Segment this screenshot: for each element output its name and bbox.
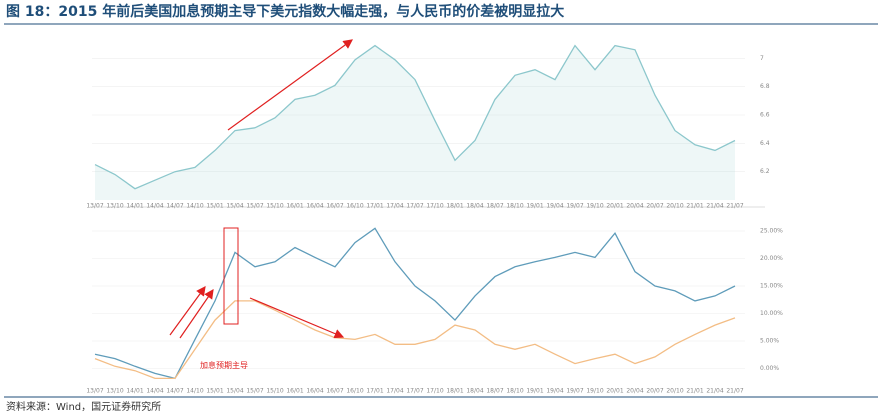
- x-tick-label: 19/07: [566, 203, 583, 210]
- x-tick-label: 16/01: [286, 203, 303, 210]
- area: [95, 45, 735, 200]
- x-tick-label: 15/07: [246, 388, 263, 395]
- x-tick-label: 18/10: [506, 388, 523, 395]
- y-tick-label: 25.00%: [760, 228, 783, 235]
- x-tick-label: 20/04: [626, 388, 643, 395]
- x-tick-label: 17/07: [406, 203, 423, 210]
- x-tick-label: 16/10: [346, 388, 363, 395]
- x-tick-label: 20/04: [626, 203, 643, 210]
- y-tick-label: 6.8: [760, 83, 770, 90]
- x-tick-label: 16/07: [326, 203, 343, 210]
- arrow: [249, 297, 345, 339]
- x-tick-label: 15/01: [206, 203, 223, 210]
- x-tick-label: 16/01: [286, 388, 303, 395]
- arrow: [227, 39, 353, 131]
- x-tick-label: 19/01: [526, 388, 543, 395]
- x-tick-label: 14/10: [186, 388, 203, 395]
- x-tick-label: 20/10: [666, 388, 683, 395]
- x-tick-label: 14/10: [186, 203, 203, 210]
- x-tick-label: 18/07: [486, 388, 503, 395]
- x-tick-label: 15/04: [226, 203, 243, 210]
- x-tick-label: 16/04: [306, 203, 323, 210]
- x-tick-label: 14/07: [166, 388, 183, 395]
- x-tick-label: 17/01: [366, 388, 383, 395]
- x-tick-label: 18/07: [486, 203, 503, 210]
- x-tick-label: 19/07: [566, 388, 583, 395]
- x-tick-label: 15/07: [246, 203, 263, 210]
- x-tick-label: 14/01: [126, 388, 143, 395]
- y-tick-label: 6.4: [760, 140, 770, 147]
- x-tick-label: 16/04: [306, 388, 323, 395]
- x-tick-label: 19/04: [546, 203, 563, 210]
- y-tick-label: 15.00%: [760, 283, 783, 290]
- x-tick-label: 14/07: [166, 203, 183, 210]
- x-tick-label: 20/01: [606, 388, 623, 395]
- y-tick-label: 6.6: [760, 112, 770, 119]
- x-tick-label: 17/07: [406, 388, 423, 395]
- x-tick-label: 17/10: [426, 203, 443, 210]
- x-tick-label: 21/07: [726, 388, 743, 395]
- x-tick-label: 15/01: [206, 388, 223, 395]
- x-tick-label: 20/07: [646, 388, 663, 395]
- x-tick-label: 21/04: [706, 388, 723, 395]
- line: [94, 300, 736, 380]
- x-tick-label: 16/07: [326, 388, 343, 395]
- y-tick-label: 20.00%: [760, 255, 783, 262]
- x-tick-label: 14/04: [146, 388, 163, 395]
- highlight-box: [223, 227, 239, 325]
- x-tick-label: 21/01: [686, 203, 703, 210]
- line: [94, 227, 736, 380]
- x-tick-label: 20/07: [646, 203, 663, 210]
- x-tick-label: 20/01: [606, 203, 623, 210]
- arrow: [179, 289, 214, 339]
- x-tick-label: 13/10: [106, 203, 123, 210]
- y-tick-label: 5.00%: [760, 338, 779, 345]
- x-tick-label: 15/04: [226, 388, 243, 395]
- x-tick-label: 13/10: [106, 388, 123, 395]
- x-tick-label: 21/04: [706, 203, 723, 210]
- x-tick-label: 21/01: [686, 388, 703, 395]
- line: [94, 44, 736, 190]
- y-tick-label: 7: [760, 55, 764, 62]
- y-tick-label: 6.2: [760, 168, 770, 175]
- x-tick-label: 20/10: [666, 203, 683, 210]
- x-tick-label: 13/07: [86, 203, 103, 210]
- x-tick-label: 18/01: [446, 388, 463, 395]
- x-tick-label: 18/10: [506, 203, 523, 210]
- arrow: [169, 286, 206, 336]
- x-tick-label: 18/01: [446, 203, 463, 210]
- x-tick-label: 17/04: [386, 388, 403, 395]
- y-tick-label: 0.00%: [760, 365, 779, 372]
- x-tick-label: 18/04: [466, 388, 483, 395]
- y-tick-label: 10.00%: [760, 310, 783, 317]
- x-tick-label: 21/07: [726, 203, 743, 210]
- x-tick-label: 15/10: [266, 203, 283, 210]
- x-tick-label: 17/01: [366, 203, 383, 210]
- x-tick-label: 16/10: [346, 203, 363, 210]
- x-tick-label: 18/04: [466, 203, 483, 210]
- chart-title: 图 18：2015 年前后美国加息预期主导下美元指数大幅走强，与人民币的价差被明…: [6, 3, 564, 20]
- x-tick-label: 14/04: [146, 203, 163, 210]
- x-tick-label: 19/10: [586, 203, 603, 210]
- x-tick-label: 17/10: [426, 388, 443, 395]
- x-tick-label: 14/01: [126, 203, 143, 210]
- x-tick-label: 15/10: [266, 388, 283, 395]
- x-tick-label: 17/04: [386, 203, 403, 210]
- x-tick-label: 19/04: [546, 388, 563, 395]
- x-tick-label: 19/01: [526, 203, 543, 210]
- source: 资料来源：Wind，国元证券研究所: [6, 400, 161, 413]
- x-tick-label: 13/07: [86, 388, 103, 395]
- annotation: 加息预期主导: [200, 360, 248, 370]
- x-tick-label: 19/10: [586, 388, 603, 395]
